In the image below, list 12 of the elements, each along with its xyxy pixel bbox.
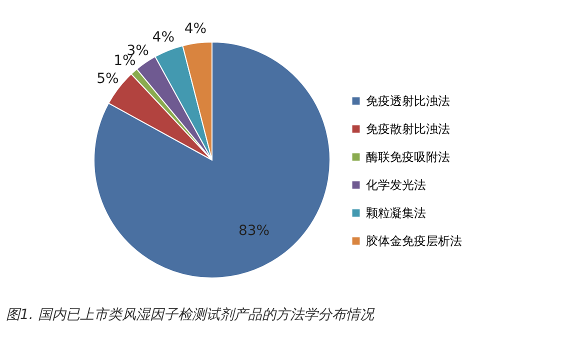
legend-label: 酶联免疫吸附法 xyxy=(366,150,450,164)
legend-label: 胶体金免疫层析法 xyxy=(366,234,462,248)
legend-label: 化学发光法 xyxy=(366,178,426,192)
data-label: 5% xyxy=(96,71,119,88)
data-label: 83% xyxy=(238,223,270,240)
data-label: 4% xyxy=(152,29,175,46)
data-label: 4% xyxy=(184,21,207,38)
text: 图1. 国内已上市类风湿因子检测试剂产品的方法学分布情况 xyxy=(6,307,375,323)
legend-label: 颗粒凝集法 xyxy=(366,206,426,220)
legend-label: 免疫透射比浊法 xyxy=(366,94,450,108)
pie-slice xyxy=(94,42,330,278)
legend-label: 免疫散射比浊法 xyxy=(366,122,450,136)
